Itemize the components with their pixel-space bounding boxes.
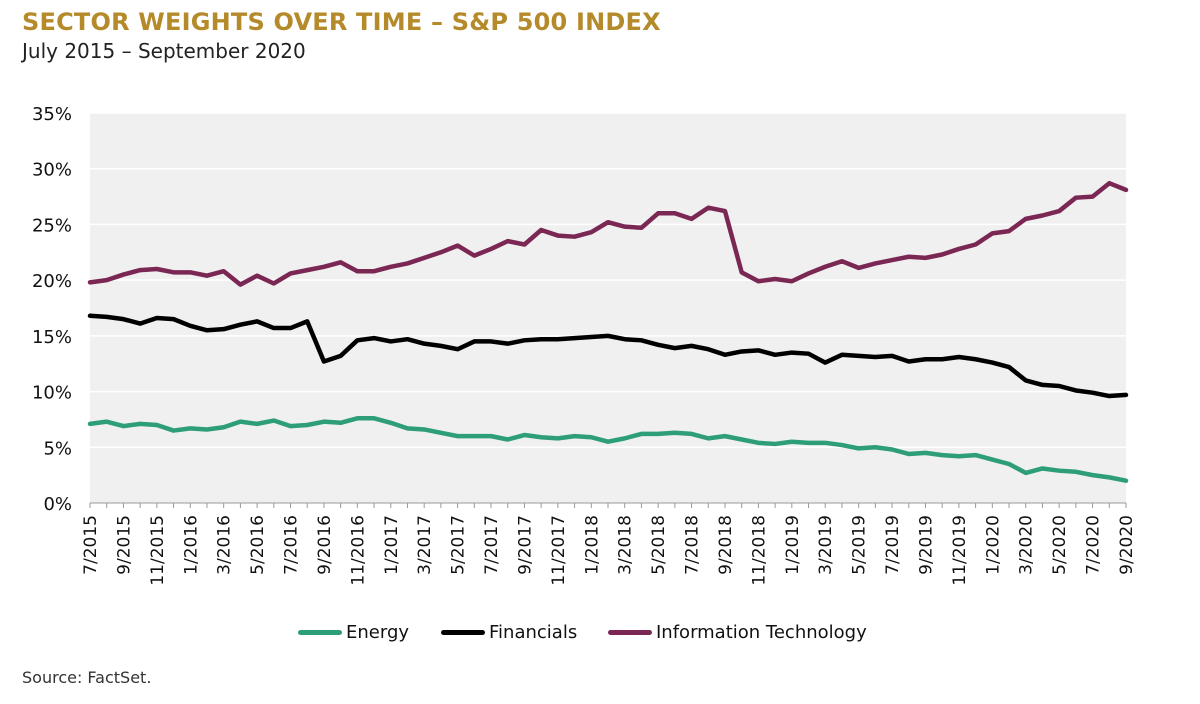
legend-label-energy: Energy <box>346 621 410 643</box>
y-tick-label: 20% <box>32 271 72 292</box>
x-tick-label: 11/2018 <box>749 515 769 586</box>
x-tick-label: 11/2019 <box>950 515 970 586</box>
y-tick-label: 10% <box>32 383 72 404</box>
x-tick-label: 1/2017 <box>382 515 402 575</box>
x-tick-label: 3/2019 <box>816 515 836 575</box>
y-tick-label: 15% <box>32 327 72 348</box>
x-tick-label: 7/2019 <box>883 515 903 575</box>
x-tick-label: 1/2016 <box>181 515 201 575</box>
x-tick-label: 1/2020 <box>983 515 1003 575</box>
legend-item-financials: Financials <box>441 620 577 644</box>
x-tick-label: 3/2020 <box>1017 515 1037 575</box>
y-tick-label: 35% <box>32 104 72 125</box>
x-tick-label: 7/2017 <box>482 515 502 575</box>
x-tick-label: 5/2017 <box>449 515 469 575</box>
legend-item-information-technology: Information Technology <box>608 620 867 644</box>
x-tick-label: 9/2018 <box>716 515 736 575</box>
x-tick-label: 5/2019 <box>850 515 870 575</box>
legend-label-financials: Financials <box>489 621 578 643</box>
x-tick-label: 5/2018 <box>649 515 669 575</box>
chart-legend: Energy Financials Information Technology <box>0 620 1200 644</box>
y-tick-label: 30% <box>32 160 72 181</box>
legend-label-information-technology: Information Technology <box>656 621 867 643</box>
x-tick-label: 1/2019 <box>783 515 803 575</box>
y-tick-label: 5% <box>43 438 72 459</box>
chart-subtitle: July 2015 – September 2020 <box>22 39 306 63</box>
x-tick-label: 7/2015 <box>81 515 101 575</box>
y-tick-label: 25% <box>32 215 72 236</box>
x-tick-label: 3/2017 <box>415 515 435 575</box>
legend-item-energy: Energy <box>298 620 409 644</box>
x-tick-label: 9/2019 <box>916 515 936 575</box>
x-tick-label: 5/2016 <box>248 515 268 575</box>
x-tick-label: 3/2016 <box>215 515 235 575</box>
x-tick-label: 5/2020 <box>1050 515 1070 575</box>
x-tick-label: 9/2016 <box>315 515 335 575</box>
x-tick-label: 9/2020 <box>1117 515 1137 575</box>
x-tick-label: 7/2018 <box>683 515 703 575</box>
x-tick-label: 9/2017 <box>515 515 535 575</box>
chart-title: SECTOR WEIGHTS OVER TIME – S&P 500 INDEX <box>22 8 661 36</box>
x-tick-label: 11/2015 <box>148 515 168 586</box>
x-tick-label: 9/2015 <box>114 515 134 575</box>
x-tick-label: 1/2018 <box>582 515 602 575</box>
x-tick-label: 7/2020 <box>1084 515 1104 575</box>
legend-swatch-information-technology <box>608 629 652 635</box>
x-tick-label: 11/2017 <box>549 515 569 586</box>
y-tick-label: 0% <box>43 494 72 515</box>
legend-swatch-energy <box>298 629 342 635</box>
x-tick-label: 3/2018 <box>616 515 636 575</box>
source-note: Source: FactSet. <box>22 668 152 687</box>
x-tick-label: 7/2016 <box>282 515 302 575</box>
legend-swatch-financials <box>441 629 485 635</box>
plot-area <box>90 113 1126 503</box>
x-tick-label: 11/2016 <box>348 515 368 586</box>
